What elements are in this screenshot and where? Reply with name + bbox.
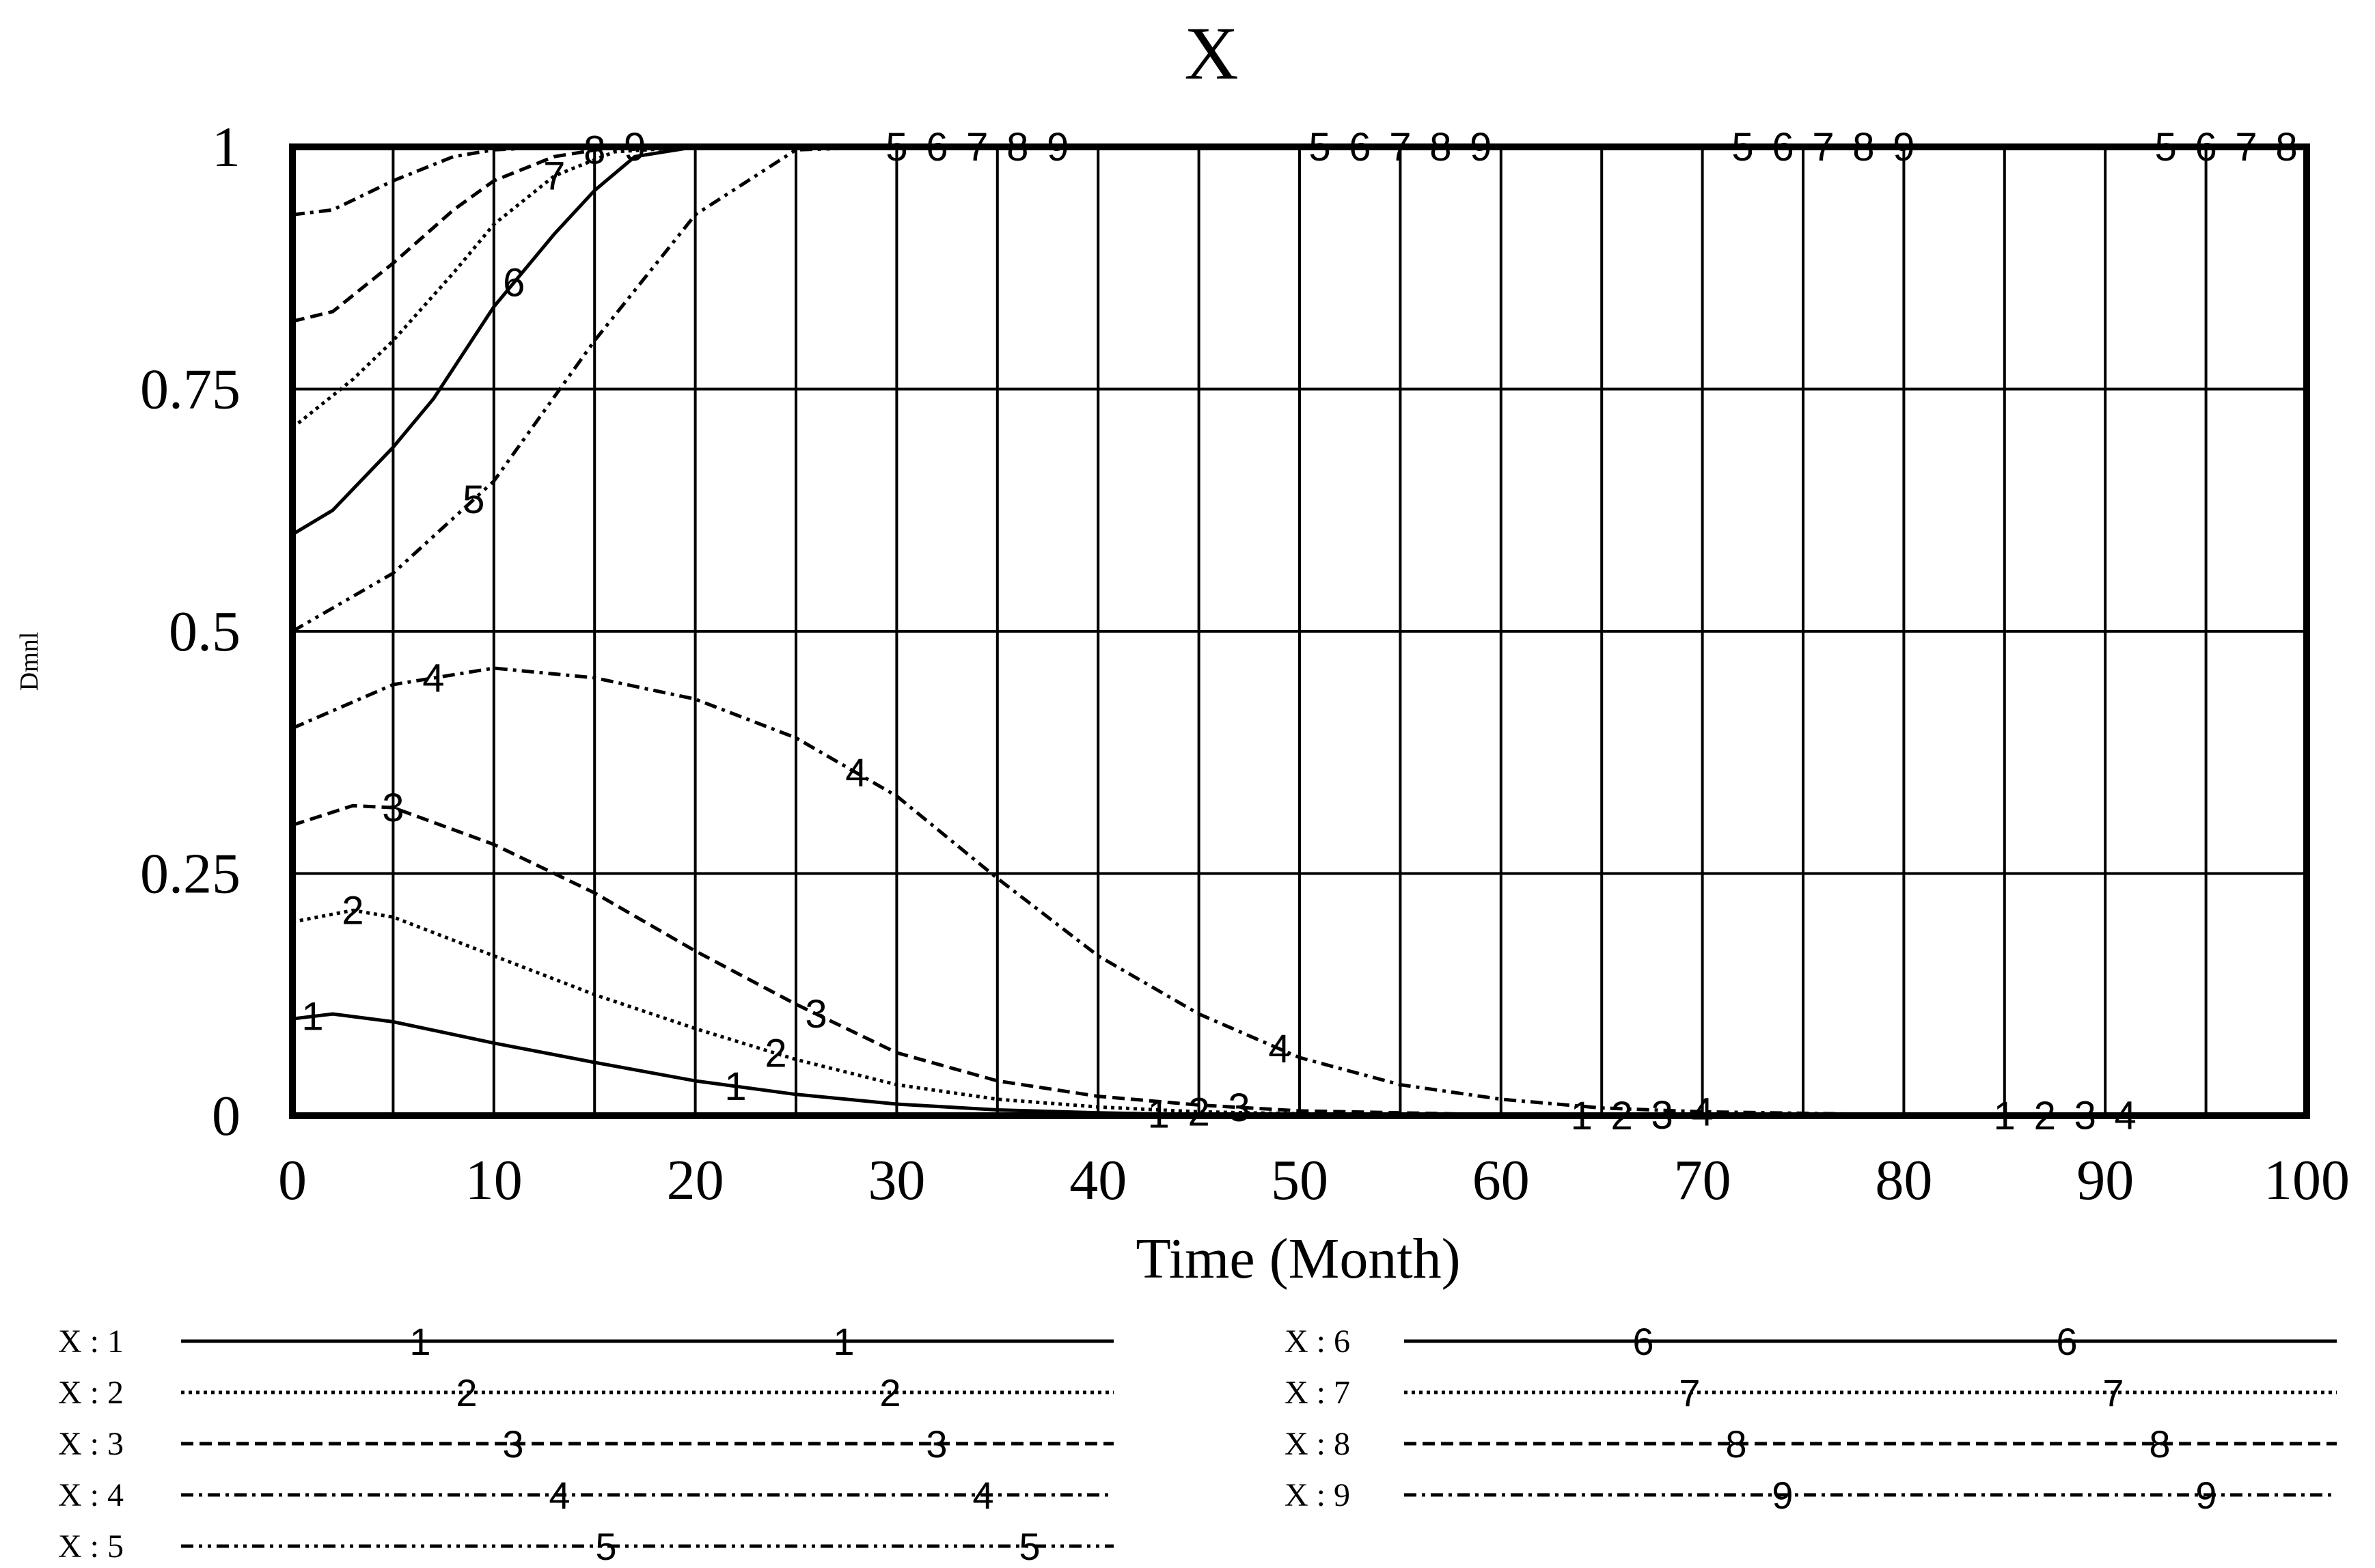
series-marker-1: 1 [301,995,323,1039]
series-marker-4: 4 [1268,1027,1290,1071]
series-marker-4: 4 [845,751,867,795]
legend-marker-1: 1 [833,1320,854,1363]
legend-marker-8: 8 [1725,1422,1746,1466]
series-marker-3: 3 [805,992,827,1036]
series-line-8 [292,145,2307,323]
legend-marker-9: 9 [2195,1474,2216,1517]
series-marker-2: 2 [1188,1090,1209,1134]
y-tick-label: 0.5 [169,600,241,663]
legend-label-3: X : 3 [58,1426,124,1462]
legend-marker-2: 2 [456,1371,477,1414]
legend-marker-8: 8 [2149,1422,2170,1466]
x-tick-label: 0 [278,1149,307,1212]
x-tick-label: 70 [1674,1149,1731,1212]
x-tick-label: 80 [1875,1149,1932,1212]
x-tick-label: 90 [2076,1149,2134,1212]
x-tick-label: 10 [465,1149,523,1212]
legend-marker-1: 1 [409,1320,430,1363]
series-line-4 [292,666,2307,1118]
series-marker-4: 4 [1691,1090,1713,1134]
legend-marker-5: 5 [595,1525,616,1568]
y-tick-label: 1 [212,115,241,179]
legend-label-6: X : 6 [1285,1323,1350,1360]
series-line-2 [292,908,2307,1118]
legend-marker-3: 3 [926,1422,947,1466]
series-marker-7: 7 [543,154,565,199]
series-marker-4: 4 [422,656,444,700]
legend-marker-6: 6 [1632,1320,1653,1363]
x-axis-label: Time (Month) [1136,1227,1460,1291]
series-marker-3: 3 [382,786,404,830]
x-tick-label: 100 [2264,1149,2350,1212]
grid [292,147,2307,1116]
legend-label-9: X : 9 [1285,1477,1350,1513]
legend-label-4: X : 4 [58,1477,124,1513]
y-tick-label: 0.75 [140,358,241,422]
series-marker-1: 1 [724,1064,746,1109]
series-marker-2: 2 [342,888,363,933]
series-marker-8: 8 [584,128,605,173]
plot-frame [289,143,2310,1119]
x-tick-labels: 0 10 20 30 40 50 60 70 80 90 100 [278,1149,2350,1212]
y-axis-label: Dmnl [15,632,44,691]
x-tick-label: 30 [868,1149,925,1212]
legend-label-1: X : 1 [58,1323,124,1360]
series-line-3 [292,803,2307,1118]
x-tick-label: 40 [1069,1149,1127,1212]
series-marker-3: 3 [1228,1086,1250,1130]
legend-marker-5: 5 [1019,1525,1040,1568]
series-marker-6: 6 [503,261,525,305]
legend-marker-7: 7 [2102,1371,2124,1414]
y-tick-labels: 0 0.25 0.5 0.75 1 [140,115,241,1148]
legend-marker-6: 6 [2056,1320,2077,1363]
legend-label-7: X : 7 [1285,1375,1350,1411]
legend-marker-7: 7 [1679,1371,1700,1414]
series-line-6 [291,145,2307,536]
legend: X : 1 1 1 X : 2 2 2 X : 3 3 3 X : 4 4 4 X : 5 5 5 X : 6… [58,1320,2337,1568]
legend-marker-4: 4 [549,1474,570,1517]
legend-label-8: X : 8 [1285,1426,1350,1462]
legend-label-2: X : 2 [58,1375,124,1411]
legend-marker-3: 3 [502,1422,523,1466]
series-marker-5: 5 [463,478,484,522]
legend-marker-4: 4 [972,1474,993,1517]
legend-label-5: X : 5 [58,1528,124,1565]
y-tick-label: 0.25 [140,842,241,906]
x-tick-label: 20 [667,1149,724,1212]
legend-marker-2: 2 [879,1371,901,1414]
x-tick-label: 60 [1472,1149,1530,1212]
y-tick-label: 0 [212,1084,241,1148]
chart-title: X [1184,12,1238,95]
series-marker-2: 2 [765,1032,786,1076]
legend-marker-9: 9 [1772,1474,1793,1517]
x-tick-label: 50 [1271,1149,1328,1212]
